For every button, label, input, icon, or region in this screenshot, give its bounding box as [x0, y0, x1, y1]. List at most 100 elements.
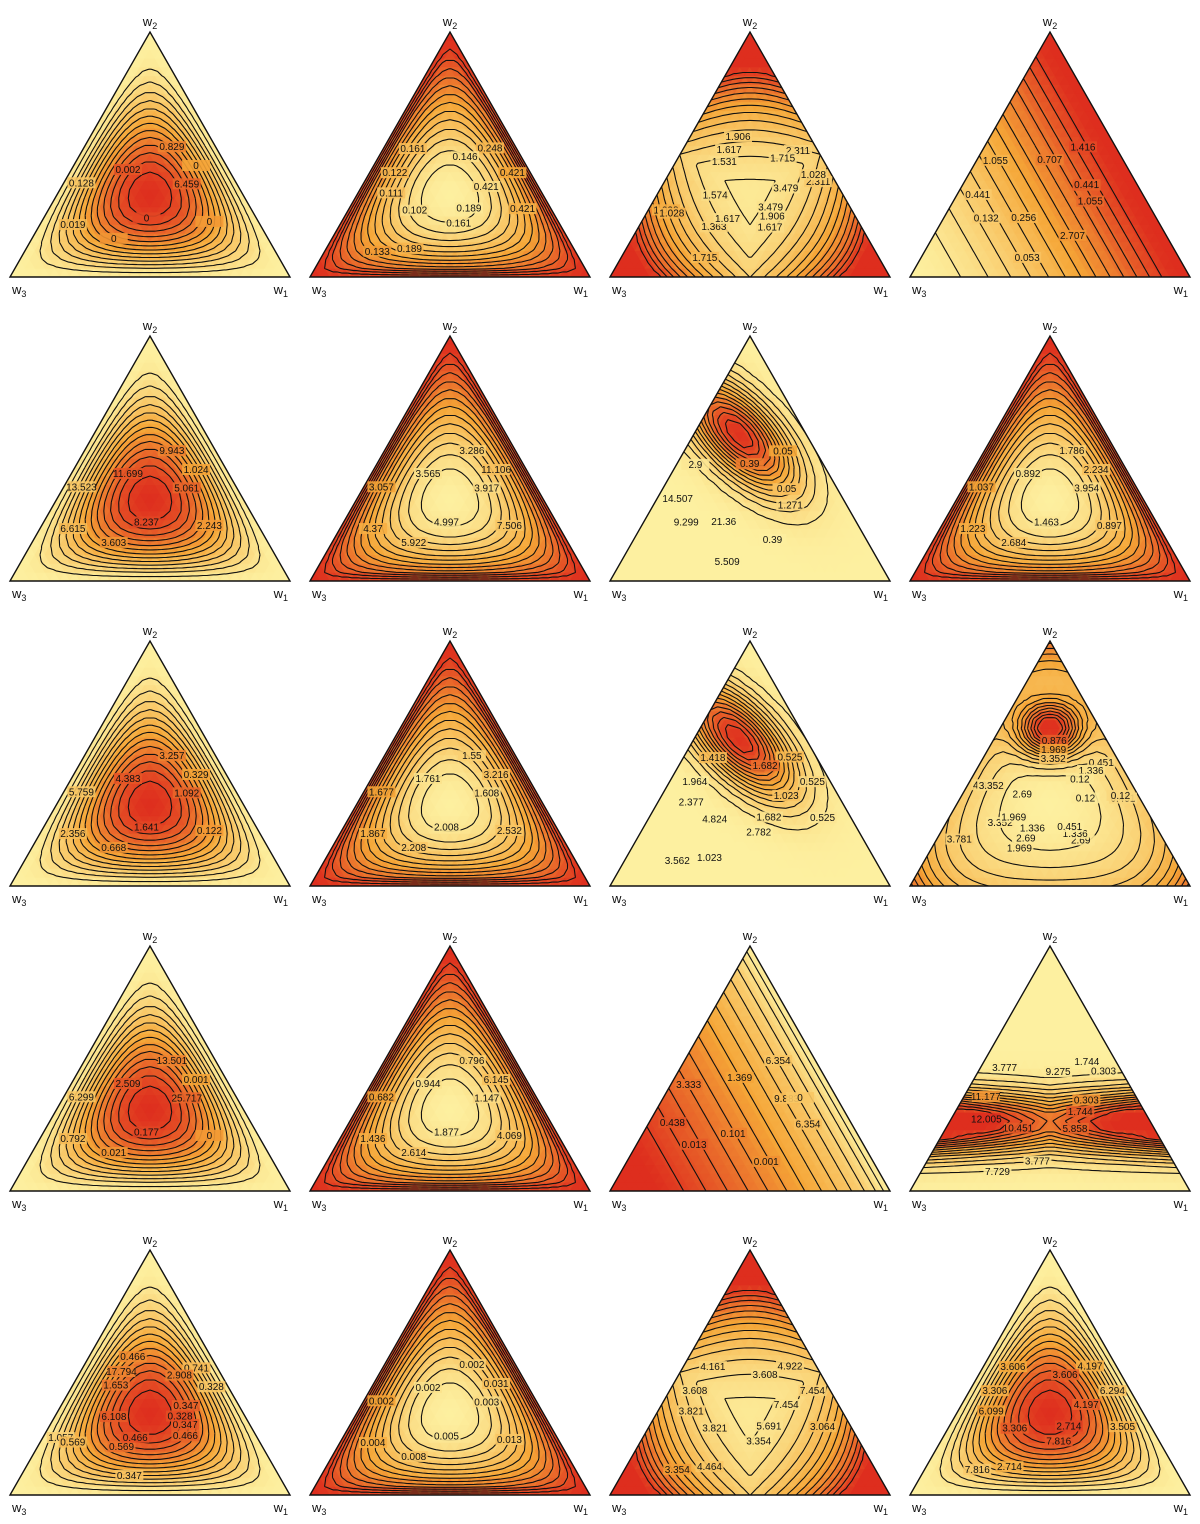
- vertex-label-w2: w2: [142, 1232, 157, 1249]
- vertex-label-w2: w2: [442, 1232, 457, 1249]
- contour-label: 0.005: [434, 1431, 459, 1442]
- panel-2: w2 w3 w1 0.421 0.248 0.161 0.146 0.122 0.102 0.11…: [308, 14, 592, 299]
- contour-label: 0.525: [810, 813, 835, 824]
- panel-fill: [610, 1250, 890, 1495]
- contour-label: 1.715: [692, 253, 717, 264]
- contour-label: 1.964: [682, 777, 707, 788]
- vertex-label-w3: w3: [11, 1196, 26, 1213]
- vertex-label-w3: w3: [611, 586, 626, 603]
- vertex-label-w1: w1: [573, 282, 588, 299]
- contour-label: 0.12: [1070, 774, 1090, 785]
- contour-label: 11.177: [971, 1092, 1001, 1103]
- contour-label: 0.347: [173, 1401, 198, 1412]
- contour-label: 1.363: [701, 222, 726, 233]
- contour-label: 3.781: [947, 835, 972, 846]
- vertex-label-w1: w1: [573, 586, 588, 603]
- contour-label: 0.347: [173, 1420, 198, 1431]
- contour-label: 1.617: [757, 223, 782, 234]
- contour-label: 3.954: [1074, 483, 1099, 494]
- contour-label: 1.744: [1068, 1107, 1093, 1118]
- contour-label: 1.024: [184, 465, 209, 476]
- contour-label: 4.922: [777, 1361, 802, 1372]
- contour-label: 3.777: [1025, 1157, 1050, 1168]
- contour-label: 0.248: [477, 143, 502, 154]
- contour-label: 4.069: [497, 1131, 522, 1142]
- vertex-label-w3: w3: [611, 1500, 626, 1517]
- contour-label: 9.943: [159, 446, 184, 457]
- contour-label: 9.299: [674, 517, 699, 528]
- contour-label: 5.691: [756, 1421, 781, 1432]
- contour-label: 1.463: [1034, 517, 1059, 528]
- contour-label: 0.39: [740, 459, 760, 470]
- contour-label: 0.004: [360, 1438, 385, 1449]
- contour-label: 3.562: [665, 856, 690, 867]
- contour-label: 1.055: [1078, 197, 1103, 208]
- contour-label: 14.507: [662, 494, 693, 505]
- vertex-label-w2: w2: [1042, 1232, 1057, 1249]
- contour-label: 1.336: [1063, 829, 1088, 840]
- contour-lines: [683, 667, 829, 831]
- vertex-label-w3: w3: [611, 1196, 626, 1213]
- contour-label: 0.441: [965, 190, 990, 201]
- triangle-border: [308, 944, 592, 1192]
- contour-label: 13.501: [157, 1056, 188, 1067]
- vertex-label-w3: w3: [11, 1500, 26, 1517]
- contour-label: 0.525: [777, 752, 802, 763]
- contour-label: 0.303: [1091, 1067, 1116, 1078]
- contour-label: 0.102: [402, 206, 427, 217]
- panel-18: w2 w3 w1 0.003 0.002 0.002 0.002 0.004 0.005 0.00…: [308, 1232, 592, 1517]
- contour-label: 1.223: [960, 524, 985, 535]
- contour-label: 0.133: [365, 247, 390, 258]
- vertex-label-w3: w3: [311, 282, 326, 299]
- contour-label: 0.111: [379, 188, 403, 199]
- vertex-label-w3: w3: [911, 586, 926, 603]
- contour-label: 3.306: [1002, 1424, 1027, 1435]
- vertex-label-w2: w2: [1042, 928, 1057, 945]
- vertex-label-w3: w3: [311, 891, 326, 908]
- contour-label: 1.653: [103, 1381, 128, 1392]
- contour-label: 0.569: [60, 1438, 85, 1449]
- triangle-border: [608, 334, 892, 582]
- contour-label: 1.028: [801, 170, 826, 181]
- contour-lines: [635, 1289, 865, 1495]
- contour-label: 1.969: [1001, 812, 1026, 823]
- contour-label: 1.969: [1007, 844, 1032, 855]
- contour-label: 0.892: [1015, 469, 1040, 480]
- vertex-label-w1: w1: [573, 1196, 588, 1213]
- contour-label: 1.147: [474, 1093, 499, 1104]
- contour-label: 3.505: [1110, 1422, 1135, 1433]
- contour-label: 10.451: [1003, 1124, 1034, 1135]
- contour-label: 0.39: [763, 535, 783, 546]
- contour-label: 1.055: [983, 156, 1008, 167]
- contour-label: 1.744: [1074, 1057, 1099, 1068]
- contour-label: 0.668: [101, 843, 126, 854]
- contour-label: 1.682: [753, 761, 778, 772]
- contour-label: 3.603: [101, 538, 126, 549]
- contour-label: 0: [193, 161, 199, 172]
- contour-label: 0.05: [777, 484, 797, 495]
- triangle-border: [8, 30, 292, 278]
- contour-label: 8.237: [134, 517, 159, 528]
- vertex-label-w2: w2: [142, 318, 157, 335]
- vertex-label-w2: w2: [742, 623, 757, 640]
- contour-label: 2.782: [746, 827, 771, 838]
- contour-label: 3.057: [369, 482, 394, 493]
- contour-label: 0.525: [800, 777, 825, 788]
- vertex-label-w2: w2: [142, 14, 157, 31]
- contour-label: 3.354: [665, 1465, 690, 1476]
- contour-label: 0: [144, 213, 150, 224]
- contour-label: 4.464: [697, 1462, 722, 1473]
- vertex-label-w3: w3: [11, 891, 26, 908]
- vertex-label-w2: w2: [442, 623, 457, 640]
- contour-label: 2.69: [1071, 835, 1091, 846]
- vertex-label-w2: w2: [1042, 318, 1057, 335]
- vertex-label-w1: w1: [873, 1500, 888, 1517]
- contour-label: 11.699: [113, 469, 143, 480]
- contour-label: 13.523: [66, 482, 97, 493]
- contour-label: 2.714: [997, 1462, 1022, 1473]
- contour-label: 1.641: [134, 822, 159, 833]
- vertex-label-w1: w1: [573, 1500, 588, 1517]
- contour-label: 0: [797, 1093, 803, 1104]
- panel-17: w2 w3 w1 0.347 0.741 0.466 2.908 17.794 6.108 1.6…: [8, 1232, 292, 1517]
